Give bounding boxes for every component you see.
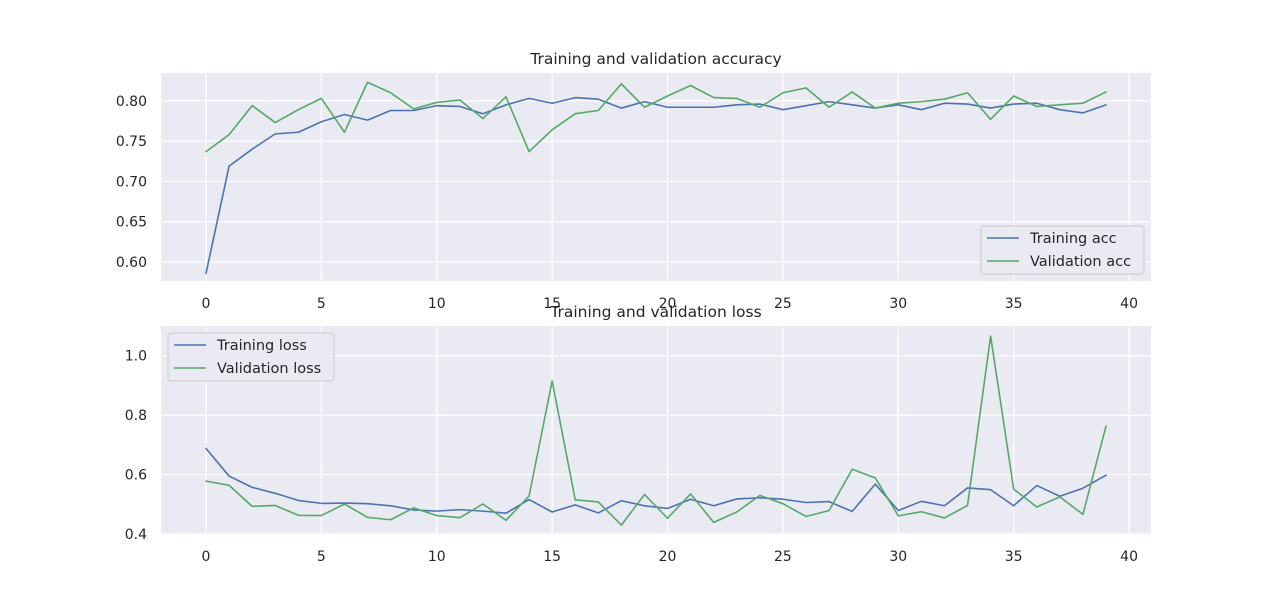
legend-label-training-loss: Training loss bbox=[216, 338, 307, 354]
loss-x-tick-label: 35 bbox=[1005, 549, 1023, 565]
loss-x-tick-label: 40 bbox=[1120, 549, 1138, 565]
accuracy-legend: Training acc Validation acc bbox=[980, 225, 1145, 275]
accuracy-x-tick-label: 5 bbox=[317, 296, 326, 312]
loss-x-tick-label: 30 bbox=[889, 549, 907, 565]
training-acc-line bbox=[205, 96, 1107, 275]
validation-loss-line bbox=[205, 335, 1107, 526]
legend-label-validation-acc: Validation acc bbox=[1030, 254, 1131, 270]
loss-tick-labels: 0 5 10 15 20 25 30 35 40 0.4 0.6 0.8 1.0 bbox=[125, 349, 1138, 565]
accuracy-x-tick-label: 15 bbox=[543, 296, 561, 312]
accuracy-series-lines bbox=[205, 81, 1107, 275]
loss-x-tick-label: 5 bbox=[317, 549, 326, 565]
accuracy-tick-labels: 0 5 10 15 20 25 30 35 40 0.60 0.65 0.70 0.75 0.80 bbox=[116, 94, 1138, 312]
accuracy-y-tick-label: 0.70 bbox=[116, 174, 147, 190]
accuracy-x-tick-label: 35 bbox=[1005, 296, 1023, 312]
accuracy-x-tick-label: 0 bbox=[202, 296, 211, 312]
loss-y-tick-label: 0.4 bbox=[125, 527, 147, 543]
legend-label-validation-loss: Validation loss bbox=[217, 361, 321, 377]
accuracy-legend-box bbox=[980, 225, 1145, 275]
loss-chart: 0 5 10 15 20 25 30 35 40 0.4 0.6 0.8 1.0 Training an… bbox=[125, 303, 1151, 565]
accuracy-x-tick-label: 20 bbox=[659, 296, 677, 312]
loss-y-tick-label: 1.0 bbox=[125, 349, 147, 365]
accuracy-x-tick-label: 40 bbox=[1120, 296, 1138, 312]
accuracy-x-tick-label: 25 bbox=[774, 296, 792, 312]
accuracy-y-tick-label: 0.75 bbox=[116, 134, 147, 150]
loss-x-tick-label: 25 bbox=[774, 549, 792, 565]
loss-series-lines bbox=[205, 335, 1107, 526]
accuracy-y-tick-label: 0.65 bbox=[116, 215, 147, 231]
accuracy-chart-title: Training and validation accuracy bbox=[529, 50, 781, 68]
loss-x-tick-label: 20 bbox=[659, 549, 677, 565]
loss-legend-box bbox=[167, 332, 335, 382]
legend-label-training-acc: Training acc bbox=[1029, 231, 1117, 247]
loss-legend: Training loss Validation loss bbox=[167, 332, 335, 382]
loss-x-tick-label: 15 bbox=[543, 549, 561, 565]
loss-x-tick-label: 10 bbox=[428, 549, 446, 565]
accuracy-y-tick-label: 0.80 bbox=[116, 94, 147, 110]
accuracy-chart: 0 5 10 15 20 25 30 35 40 0.60 0.65 0.70 0.75 0.80 Tra… bbox=[116, 50, 1151, 312]
loss-y-tick-label: 0.8 bbox=[125, 408, 147, 424]
accuracy-x-tick-label: 10 bbox=[428, 296, 446, 312]
loss-y-tick-label: 0.6 bbox=[125, 468, 147, 484]
loss-x-tick-label: 0 bbox=[202, 549, 211, 565]
loss-chart-title: Training and validation loss bbox=[549, 303, 761, 321]
accuracy-y-tick-label: 0.60 bbox=[116, 255, 147, 271]
validation-acc-line bbox=[205, 81, 1107, 153]
accuracy-x-tick-label: 30 bbox=[889, 296, 907, 312]
